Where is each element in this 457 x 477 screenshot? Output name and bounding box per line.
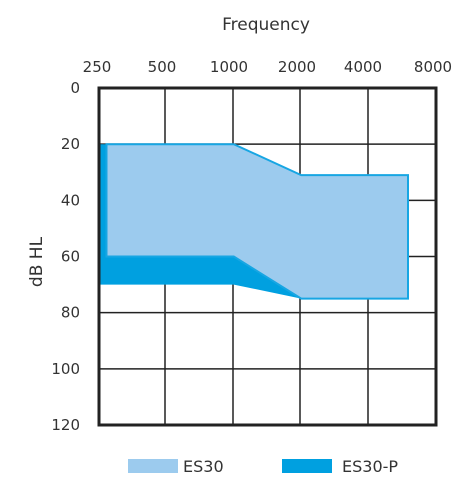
y-tick-label: 120 — [51, 416, 80, 434]
plot-frame — [97, 86, 438, 427]
x-tick-label: 500 — [148, 58, 177, 76]
x-tick-label: 4000 — [344, 58, 382, 76]
y-tick-label: 100 — [51, 360, 80, 378]
legend-label: ES30-P — [342, 457, 398, 476]
y-tick-label: 20 — [61, 135, 80, 153]
legend-label: ES30 — [183, 457, 224, 476]
area-es30 — [105, 143, 409, 300]
y-tick-label: 60 — [61, 248, 80, 266]
y-tick-label: 80 — [61, 304, 80, 322]
x-tick-label: 1000 — [210, 58, 248, 76]
y-tick-label: 0 — [70, 79, 80, 97]
series-areas — [99, 143, 409, 300]
y-axis-title: dB HL — [27, 236, 47, 287]
x-axis-title: Frequency — [222, 15, 310, 35]
legend-swatch — [128, 459, 178, 473]
y-tick-labels: 0 20 40 60 80 100 120 — [51, 79, 80, 434]
y-tick-label: 40 — [61, 191, 80, 209]
x-tick-labels: 250 500 1000 2000 4000 8000 — [83, 58, 452, 76]
x-tick-label: 8000 — [414, 58, 452, 76]
plot-border — [97, 86, 438, 427]
legend: ES30 ES30-P — [128, 457, 398, 476]
legend-swatch — [282, 459, 332, 473]
x-tick-label: 250 — [83, 58, 112, 76]
x-tick-label: 2000 — [278, 58, 316, 76]
